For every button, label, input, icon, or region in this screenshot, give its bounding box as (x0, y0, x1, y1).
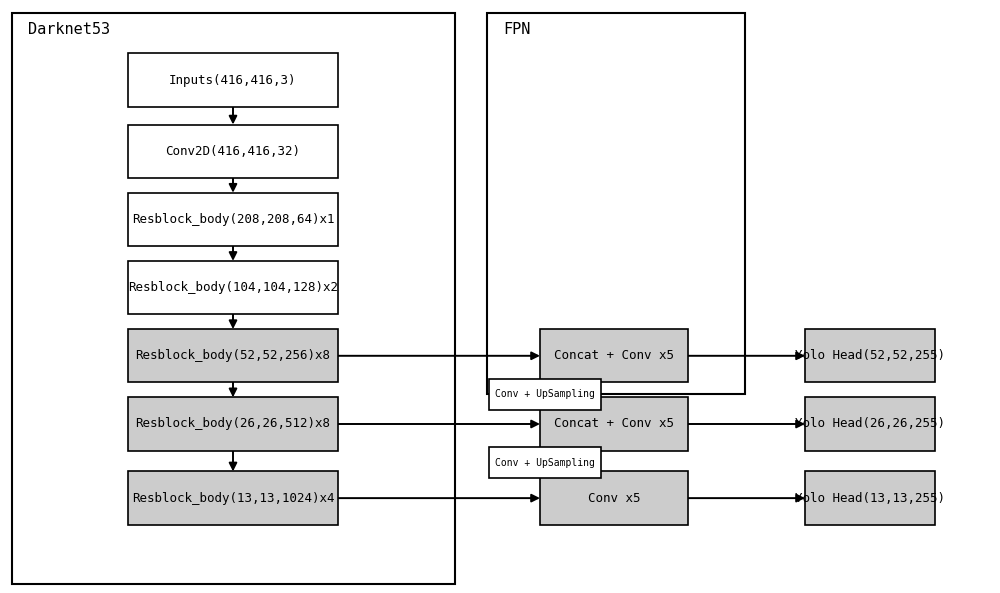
FancyBboxPatch shape (128, 261, 338, 314)
Text: Yolo Head(26,26,255): Yolo Head(26,26,255) (795, 417, 945, 431)
Text: Resblock_body(104,104,128)x2: Resblock_body(104,104,128)x2 (128, 281, 338, 294)
Text: Resblock_body(208,208,64)x1: Resblock_body(208,208,64)x1 (132, 213, 334, 226)
FancyBboxPatch shape (128, 193, 338, 246)
Text: Conv + UpSampling: Conv + UpSampling (495, 458, 595, 467)
FancyBboxPatch shape (489, 379, 601, 410)
FancyBboxPatch shape (805, 329, 935, 382)
FancyBboxPatch shape (128, 125, 338, 178)
Text: Conv + UpSampling: Conv + UpSampling (495, 390, 595, 399)
Text: Yolo Head(52,52,255): Yolo Head(52,52,255) (795, 349, 945, 362)
Text: Concat + Conv x5: Concat + Conv x5 (554, 417, 674, 431)
FancyBboxPatch shape (489, 447, 601, 478)
Text: Resblock_body(13,13,1024)x4: Resblock_body(13,13,1024)x4 (132, 492, 334, 505)
Text: Yolo Head(13,13,255): Yolo Head(13,13,255) (795, 492, 945, 505)
Text: Resblock_body(26,26,512)x8: Resblock_body(26,26,512)x8 (136, 417, 330, 431)
FancyBboxPatch shape (805, 397, 935, 451)
FancyBboxPatch shape (128, 397, 338, 451)
Text: Darknet53: Darknet53 (28, 22, 110, 37)
Text: Inputs(416,416,3): Inputs(416,416,3) (169, 74, 297, 87)
FancyBboxPatch shape (805, 471, 935, 525)
Text: Concat + Conv x5: Concat + Conv x5 (554, 349, 674, 362)
FancyBboxPatch shape (487, 13, 745, 394)
FancyBboxPatch shape (128, 53, 338, 107)
FancyBboxPatch shape (128, 471, 338, 525)
FancyBboxPatch shape (540, 329, 688, 382)
Text: Conv2D(416,416,32): Conv2D(416,416,32) (166, 145, 300, 158)
Text: FPN: FPN (503, 22, 530, 37)
Text: Conv x5: Conv x5 (588, 492, 640, 505)
FancyBboxPatch shape (12, 13, 455, 584)
FancyBboxPatch shape (540, 397, 688, 451)
FancyBboxPatch shape (128, 329, 338, 382)
FancyBboxPatch shape (540, 471, 688, 525)
Text: Resblock_body(52,52,256)x8: Resblock_body(52,52,256)x8 (136, 349, 330, 362)
